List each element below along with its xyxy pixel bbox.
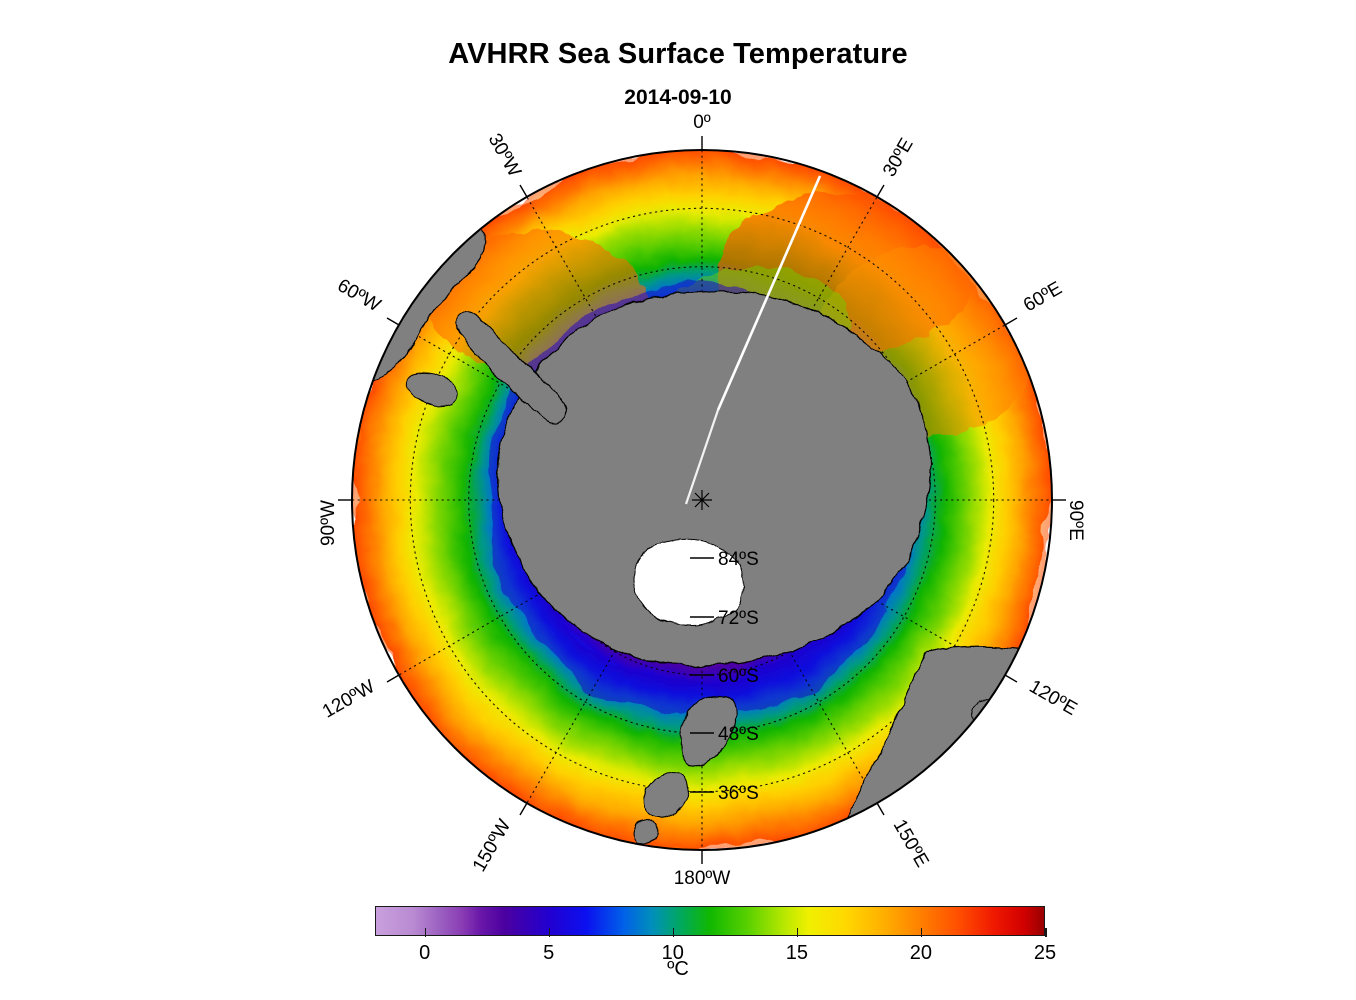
polar-map: 84ºS 72ºS 60ºS 48ºS 36ºS	[286, 112, 1118, 894]
lon-label-60E: 60ºE	[1020, 278, 1066, 317]
colorbar-label-20: 20	[909, 942, 933, 964]
antarctic-peninsula	[454, 311, 567, 423]
colorbar-tick-20	[920, 928, 923, 937]
lon-label-120W: 120ºW	[319, 676, 379, 723]
swath-gap-line	[684, 175, 822, 505]
lat-label-60: 60ºS	[718, 666, 759, 687]
colorbar-label-15: 15	[785, 942, 808, 964]
lat-label-48: 48ºS	[718, 724, 759, 745]
lon-label-60W: 60ºW	[334, 275, 384, 316]
lon-label-90W: 90ºW	[318, 500, 339, 546]
colorbar-label-10: 10	[661, 942, 684, 964]
lat-label-84: 84ºS	[718, 549, 759, 570]
lon-label-180W: 180ºW	[674, 868, 731, 889]
colorbar-label-25: 25	[1033, 942, 1057, 964]
lat-label-72: 72ºS	[718, 608, 759, 629]
south-pole-marker	[692, 490, 712, 510]
colorbar-unit-label: ºC	[667, 958, 689, 980]
lat-label-36: 36ºS	[718, 783, 759, 804]
colorbar-gradient	[375, 906, 1045, 936]
colorbar-tick-15	[796, 928, 799, 937]
lon-label-150W: 150ºW	[469, 816, 516, 876]
lon-label-30W: 30ºW	[484, 130, 525, 180]
page-title: AVHRR Sea Surface Temperature	[448, 38, 908, 70]
colorbar-tick-0	[424, 928, 427, 937]
latitude-labels: 84ºS 72ºS 60ºS 48ºS 36ºS	[718, 549, 759, 804]
colorbar-label-5: 5	[543, 942, 555, 964]
colorbar-tick-10	[672, 928, 675, 937]
new-zealand	[634, 693, 739, 845]
ross-ice-shelf	[633, 538, 744, 627]
longitude-ticks	[338, 136, 1066, 864]
colorbar[interactable]: 0 5 10 15 20 25	[375, 906, 1056, 964]
colorbar-label-0: 0	[419, 942, 431, 964]
map-svg: 84ºS 72ºS 60ºS 48ºS 36ºS	[318, 112, 1086, 889]
colorbar-tick-25	[1045, 928, 1047, 937]
lon-label-120E: 120ºE	[1026, 676, 1081, 720]
page-subtitle: 2014-09-10	[624, 86, 732, 109]
latitude-ticks	[690, 557, 714, 793]
colorbar-tick-5	[548, 928, 551, 937]
lon-label-30E: 30ºE	[879, 135, 918, 181]
tierra-del-fuego	[405, 371, 457, 407]
lon-label-150E: 150ºE	[889, 816, 933, 871]
lon-label-0: 0º	[693, 112, 711, 133]
lon-label-90E: 90ºE	[1065, 500, 1086, 541]
